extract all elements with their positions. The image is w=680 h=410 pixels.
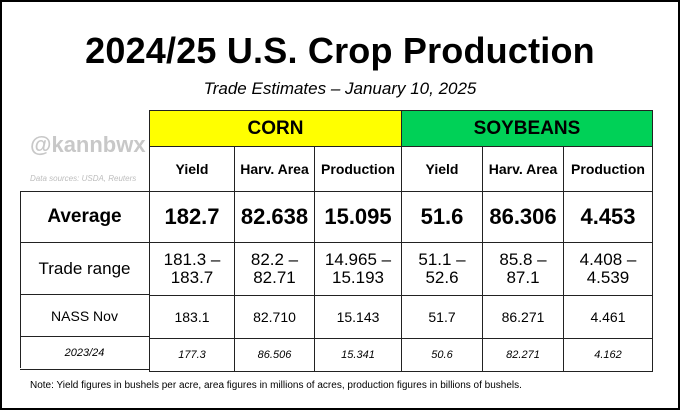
page-title: 2024/25 U.S. Crop Production <box>85 30 595 71</box>
table-cell: 15.341 <box>314 338 402 372</box>
table-cell: 183.1 <box>149 295 235 339</box>
watermark-handle: @kannbwx <box>30 132 146 157</box>
range-high: 82.71 <box>253 268 296 287</box>
table-cell: 51.6 <box>401 191 483 243</box>
range-low: 82.2 – <box>250 249 299 269</box>
table-cell: 51.1 –52.6 <box>401 242 483 296</box>
table-cell: 86.271 <box>482 295 564 339</box>
table-cell: 82.271 <box>482 338 564 372</box>
range-low: 14.965 – <box>324 249 392 269</box>
row-label-nass-nov: NASS Nov <box>20 294 149 337</box>
table-cell: 4.461 <box>563 295 653 339</box>
table-cell: 14.965 –15.193 <box>314 242 402 296</box>
row-label-border <box>20 191 21 368</box>
table-cell: 82.710 <box>234 295 315 339</box>
range-high: 52.6 <box>425 268 459 287</box>
row-label-average: Average <box>20 191 149 242</box>
table-cell: 50.6 <box>401 338 483 372</box>
footnote: Note: Yield figures in bushels per acre,… <box>30 380 522 391</box>
range-high: 15.193 <box>332 268 384 287</box>
table-cell: 15.095 <box>314 191 402 243</box>
col-header: Harv. Area <box>482 146 564 192</box>
range-high: 4.539 <box>586 268 630 287</box>
range-low: 4.408 – <box>579 249 637 269</box>
range-low: 181.3 – <box>163 249 221 269</box>
table-cell: 85.8 –87.1 <box>482 242 564 296</box>
table-row-trade-range: 181.3 –183.7 82.2 –82.71 14.965 –15.193 … <box>149 242 653 296</box>
range-high: 183.7 <box>170 268 214 287</box>
table-cell: 15.143 <box>314 295 402 339</box>
table-cell: 86.306 <box>482 191 564 243</box>
col-header: Yield <box>149 146 235 192</box>
range-high: 87.1 <box>506 268 540 287</box>
table-cell: 4.408 –4.539 <box>563 242 653 296</box>
page-subtitle: Trade Estimates – January 10, 2025 <box>203 79 477 98</box>
table-row-nass-nov: 183.1 82.710 15.143 51.7 86.271 4.461 <box>149 295 653 339</box>
range-low: 51.1 – <box>418 249 466 269</box>
row-label-prior-year: 2023/24 <box>20 336 149 370</box>
table-cell: 82.638 <box>234 191 315 243</box>
col-header: Production <box>314 146 402 192</box>
crop-header-soybeans: SOYBEANS <box>401 110 653 147</box>
crop-header-row: CORN SOYBEANS <box>149 110 653 147</box>
table-cell: 82.2 –82.71 <box>234 242 315 296</box>
column-header-row: Yield Harv. Area Production Yield Harv. … <box>149 146 653 192</box>
row-label-trade-range: Trade range <box>20 242 149 295</box>
table-cell: 181.3 –183.7 <box>149 242 235 296</box>
table-row-prior-year: 177.3 86.506 15.341 50.6 82.271 4.162 <box>149 338 653 372</box>
crop-header-corn: CORN <box>149 110 402 147</box>
table-cell: 182.7 <box>149 191 235 243</box>
table-row-average: 182.7 82.638 15.095 51.6 86.306 4.453 <box>149 191 653 243</box>
table-cell: 51.7 <box>401 295 483 339</box>
table-cell: 86.506 <box>234 338 315 372</box>
col-header: Yield <box>401 146 483 192</box>
col-header: Production <box>563 146 653 192</box>
data-sources: Data sources: USDA, Reuters <box>30 174 137 183</box>
table-cell: 4.453 <box>563 191 653 243</box>
range-low: 85.8 – <box>499 249 547 269</box>
table-cell: 177.3 <box>149 338 235 372</box>
estimates-table: CORN SOYBEANS Yield Harv. Area Productio… <box>149 110 653 372</box>
table-cell: 4.162 <box>563 338 653 372</box>
col-header: Harv. Area <box>234 146 315 192</box>
